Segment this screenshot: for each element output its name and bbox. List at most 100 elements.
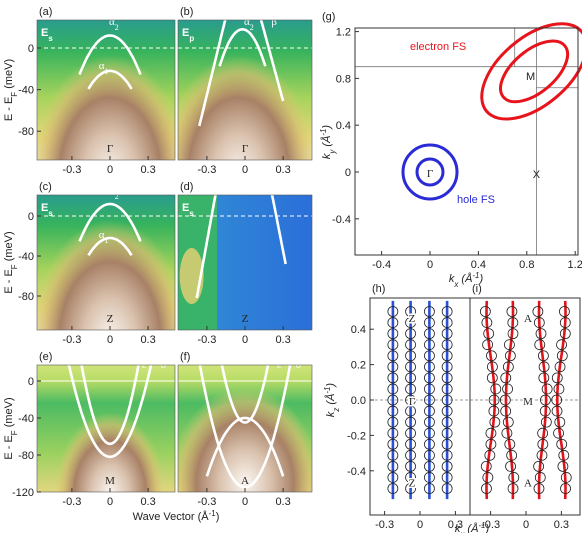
data-point <box>507 328 519 340</box>
y-tick-label: -0.4 <box>332 214 351 226</box>
data-point <box>486 372 498 384</box>
band-curve <box>218 27 267 67</box>
x-tick-label: 0.4 <box>471 259 486 271</box>
x-axis-label-part: k <box>455 523 461 533</box>
data-point <box>486 350 497 362</box>
data-point <box>424 317 435 328</box>
x-axis-label-part: -1 <box>209 509 217 518</box>
intensity-dome <box>37 26 175 160</box>
polarization-label-part: p <box>189 34 194 43</box>
data-point <box>441 394 453 406</box>
y-tick-label: 0.4 <box>336 120 351 132</box>
data-point <box>533 460 545 472</box>
x-axis-label: Wave Vector (Å-1) <box>133 509 220 524</box>
polarization-label-part: E <box>182 27 189 39</box>
k-point-label: A <box>241 475 249 487</box>
band-curve <box>195 195 217 299</box>
x-tick-label: 0 <box>427 259 433 271</box>
data-point <box>540 394 551 406</box>
band-label-part: 2 <box>250 23 254 32</box>
y-tick-label: 0 <box>28 376 34 388</box>
y-tick-label: 0.0 <box>351 395 366 407</box>
data-point <box>387 394 399 406</box>
data-point <box>554 361 566 373</box>
arpes-panel <box>37 20 175 160</box>
data-point <box>488 405 500 417</box>
panel-label: (a) <box>39 6 52 18</box>
data-point <box>508 472 520 483</box>
data-point <box>482 472 494 483</box>
data-point <box>405 361 416 373</box>
data-point <box>481 483 492 494</box>
x-axis-label-part: ) <box>483 523 489 533</box>
y-tick-label: 0.4 <box>351 324 366 336</box>
data-point <box>506 449 518 461</box>
data-point <box>536 449 548 461</box>
data-point <box>387 361 399 373</box>
arpes-panel <box>37 195 175 330</box>
data-point <box>502 416 514 428</box>
data-point <box>557 460 569 472</box>
y-tick-label: 0.8 <box>336 73 351 85</box>
data-point <box>405 317 416 328</box>
data-point <box>500 405 512 417</box>
data-point <box>387 306 399 317</box>
polarization-label: Es <box>182 202 194 218</box>
polarization-label-part: E <box>41 27 48 39</box>
y-tick-label: -0.4 <box>347 466 366 478</box>
y-axis-label-part: (meV) <box>3 397 15 430</box>
fit-curve <box>556 300 567 500</box>
y-tick-label: -120 <box>12 487 34 499</box>
data-point <box>485 427 497 439</box>
band-label-part: α <box>109 16 115 28</box>
y-tick-label: 0.2 <box>351 360 366 372</box>
k-point-label: Z <box>409 477 416 489</box>
band-label: α2 <box>244 16 254 32</box>
data-point <box>539 405 551 417</box>
data-point <box>387 427 399 439</box>
y-tick-label: -40 <box>18 413 34 425</box>
data-point <box>537 438 549 450</box>
y-axis-label-part: (meV) <box>3 59 15 92</box>
data-point <box>506 306 518 317</box>
band-label-part: β <box>271 16 277 28</box>
arpes-panel <box>178 365 312 492</box>
x-tick-label: 0.3 <box>140 164 155 176</box>
y-axis-label-part: F <box>10 92 19 97</box>
fit-curve <box>504 300 515 500</box>
data-point <box>533 317 545 328</box>
data-point <box>501 427 513 439</box>
x-axis-label-part: -1 <box>478 521 485 530</box>
band-label: β <box>271 16 277 28</box>
band-label-part: 2 <box>115 192 119 201</box>
data-point <box>441 350 453 362</box>
band-label-part: 2 <box>115 23 119 32</box>
data-point <box>485 438 497 450</box>
polarization-label: Es <box>41 27 53 43</box>
data-point <box>405 350 416 362</box>
y-tick-label: 0 <box>345 167 351 179</box>
panel-frame <box>36 364 176 493</box>
band-curve <box>259 20 285 102</box>
data-point <box>424 427 435 439</box>
data-point <box>490 383 502 395</box>
k-point-label: Z <box>242 313 249 325</box>
band-curve <box>270 195 287 265</box>
y-tick-label: -80 <box>18 450 34 462</box>
data-point <box>387 405 399 417</box>
annotation: Γ <box>427 168 433 180</box>
y-tick-label: -80 <box>18 126 34 138</box>
data-point <box>424 416 435 428</box>
data-point <box>405 460 416 472</box>
data-point <box>424 372 435 384</box>
polarization-label-part: s <box>189 209 194 218</box>
data-point <box>441 328 453 340</box>
data-point <box>387 383 399 395</box>
data-point <box>500 372 512 384</box>
data-point <box>405 372 416 384</box>
data-point <box>480 460 492 472</box>
data-point <box>387 449 399 461</box>
data-point <box>507 483 519 494</box>
intensity-dome <box>178 26 312 160</box>
data-point <box>507 317 519 328</box>
